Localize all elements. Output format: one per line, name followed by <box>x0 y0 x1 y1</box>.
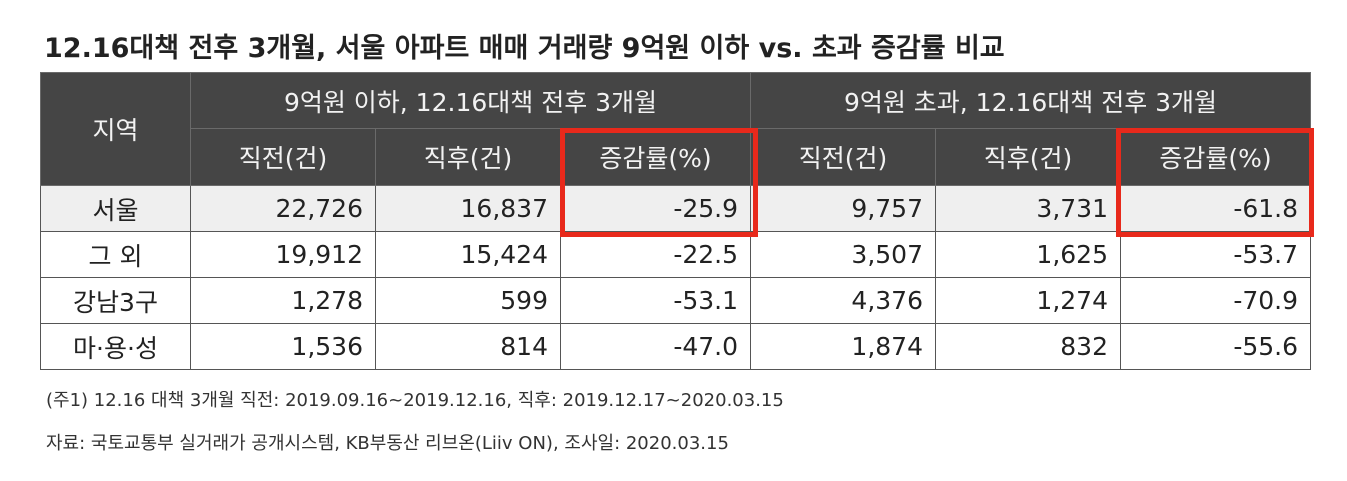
value-cell: -47.0 <box>560 323 751 370</box>
highlight-box <box>1116 128 1314 237</box>
value-cell: 832 <box>935 323 1121 370</box>
value-cell: -55.6 <box>1120 323 1311 370</box>
group-header: 9억원 초과, 12.16대책 전후 3개월 <box>750 72 1311 129</box>
highlight-box <box>560 128 758 237</box>
value-cell: -70.9 <box>1120 277 1311 324</box>
subheader-cell: 직후(건) <box>375 128 561 186</box>
value-cell: 1,874 <box>750 323 936 370</box>
value-cell: 1,536 <box>190 323 376 370</box>
value-cell: 16,837 <box>375 185 561 232</box>
value-cell: 599 <box>375 277 561 324</box>
subheader-cell: 증감률(%) <box>1120 128 1311 186</box>
header-cell: 지역 <box>40 72 191 186</box>
region-cell: 서울 <box>40 185 191 232</box>
group-header: 9억원 이하, 12.16대책 전후 3개월 <box>190 72 751 129</box>
subheader-cell: 직전(건) <box>190 128 376 186</box>
value-cell: -53.7 <box>1120 231 1311 278</box>
value-cell: -61.8 <box>1120 185 1311 232</box>
subheader-row: 직전(건) 직후(건) 증감률(%) 직전(건) 직후(건) 증감률(%) <box>41 128 1311 186</box>
value-cell: -25.9 <box>560 185 751 232</box>
region-cell: 강남3구 <box>40 277 191 324</box>
value-cell: -53.1 <box>560 277 751 324</box>
subheader-cell: 증감률(%) <box>560 128 751 186</box>
value-cell: 4,376 <box>750 277 936 324</box>
value-cell: 1,625 <box>935 231 1121 278</box>
data-table: 지역 9억원 이하, 12.16대책 전후 3개월 9억원 초과, 12.16대… <box>40 72 1311 370</box>
value-cell: 1,278 <box>190 277 376 324</box>
value-cell: 22,726 <box>190 185 376 232</box>
value-cell: 3,731 <box>935 185 1121 232</box>
value-cell: -22.5 <box>560 231 751 278</box>
region-cell: 마·용·성 <box>40 323 191 370</box>
value-cell: 3,507 <box>750 231 936 278</box>
table-body: 서울 22,726 16,837 -25.9 9,757 3,731 -61.8 그 외 19,… <box>40 185 1311 370</box>
value-cell: 19,912 <box>190 231 376 278</box>
value-cell: 9,757 <box>750 185 936 232</box>
title: 12.16대책 전후 3개월, 서울 아파트 매매 거래량 9억원 이하 vs.… <box>44 33 1005 64</box>
source-note: 자료: 국토교통부 실거래가 공개시스템, KB부동산 리브온(Liiv ON)… <box>46 433 729 454</box>
table-row: 마·용·성 1,536 814 -47.0 1,874 832 -55.6 <box>40 323 1311 370</box>
subheader-cell: 직전(건) <box>750 128 936 186</box>
table-row: 강남3구 1,278 599 -53.1 4,376 1,274 -70.9 <box>40 277 1311 324</box>
value-cell: 814 <box>375 323 561 370</box>
value-cell: 1,274 <box>935 277 1121 324</box>
footnote: (주1) 12.16 대책 3개월 직전: 2019.09.16~2019.12… <box>46 390 784 411</box>
region-cell: 그 외 <box>40 231 191 278</box>
table-row: 그 외 19,912 15,424 -22.5 3,507 1,625 -53.7 <box>40 231 1311 278</box>
value-cell: 15,424 <box>375 231 561 278</box>
subheader-cell: 직후(건) <box>935 128 1121 186</box>
header-row: 지역 9억원 이하, 12.16대책 전후 3개월 9억원 초과, 12.16대… <box>40 72 1311 186</box>
